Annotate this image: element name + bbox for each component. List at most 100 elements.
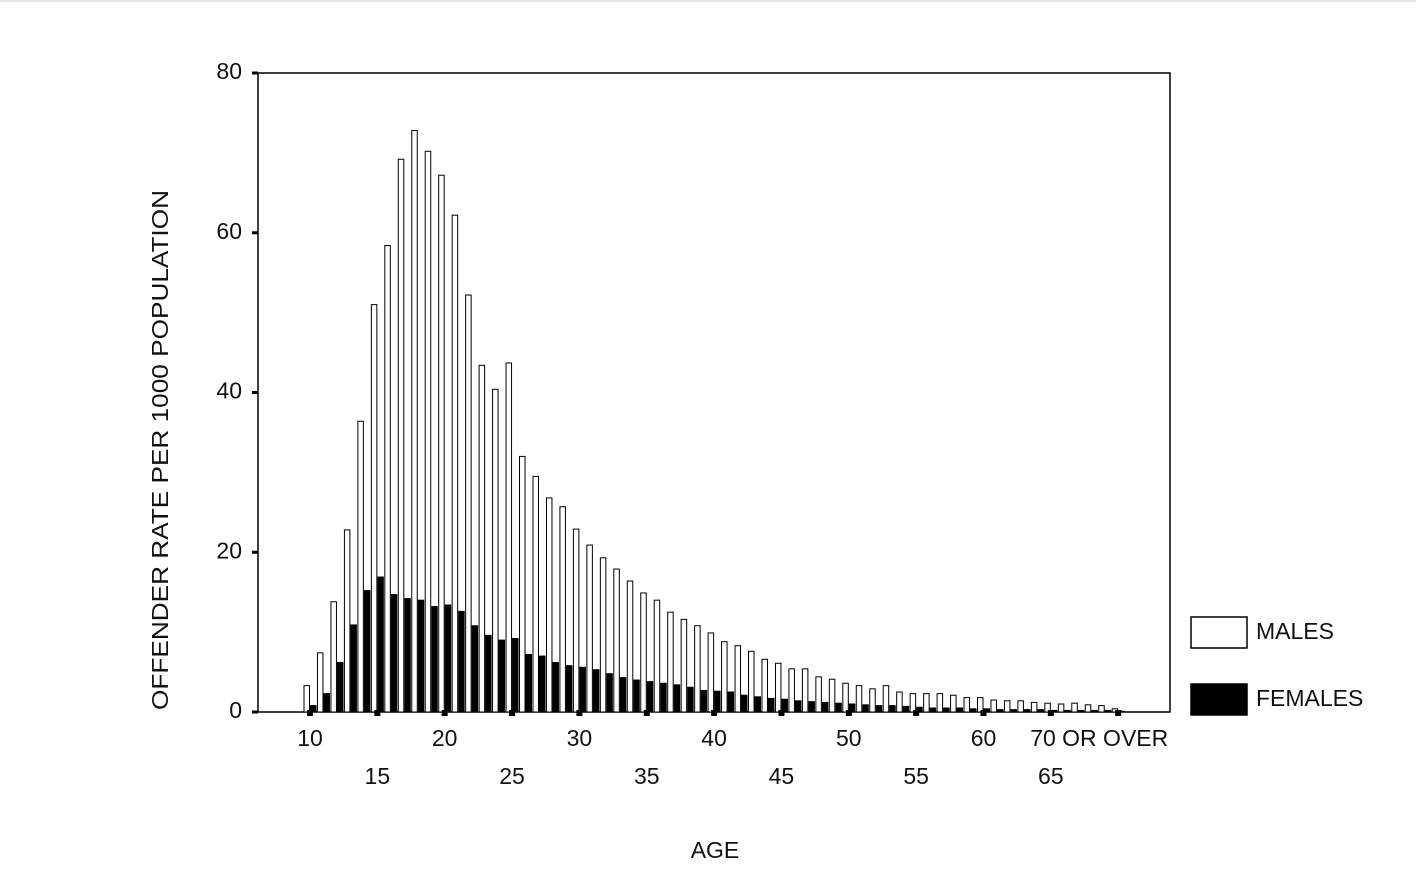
bar	[646, 681, 654, 713]
bar	[552, 661, 559, 713]
bar	[687, 686, 694, 713]
bar	[869, 688, 876, 713]
bar	[579, 666, 586, 713]
bar	[438, 174, 445, 713]
bar	[538, 655, 546, 713]
bar	[532, 475, 539, 713]
bar	[741, 694, 748, 713]
bar	[1084, 704, 1092, 713]
x-tick	[845, 710, 852, 716]
legend-swatch	[1190, 683, 1248, 716]
bar	[613, 568, 620, 713]
bar	[970, 708, 977, 713]
bar	[1037, 709, 1044, 713]
bar	[767, 697, 775, 713]
bar	[936, 693, 944, 713]
bar	[734, 645, 742, 713]
y-axis-label: OFFENDER RATE PER 1000 POPULATION	[147, 190, 173, 710]
bar	[667, 611, 674, 713]
bar	[310, 705, 317, 713]
bar	[633, 679, 640, 713]
x-tick-label: 50	[836, 725, 862, 751]
x-tick	[1115, 710, 1122, 716]
x-tick	[643, 710, 650, 716]
bar	[828, 678, 836, 713]
bar	[788, 668, 795, 713]
bar	[909, 693, 917, 713]
bar	[1030, 701, 1038, 713]
bar	[673, 684, 681, 713]
bar	[397, 158, 405, 713]
bar	[1017, 700, 1024, 713]
bar	[485, 634, 492, 713]
legend-label: FEMALES	[1256, 685, 1363, 711]
bar	[848, 703, 856, 713]
bar	[862, 704, 869, 713]
bar	[835, 702, 842, 713]
bar	[363, 590, 371, 713]
bar	[404, 598, 411, 713]
bar	[451, 214, 459, 713]
bar	[1098, 705, 1105, 713]
x-tick	[1047, 710, 1054, 716]
bar	[721, 641, 728, 713]
legend-label: MALES	[1256, 618, 1334, 644]
bar	[1071, 702, 1078, 713]
bar	[875, 705, 883, 713]
x-tick-label: 25	[499, 763, 525, 789]
bar	[889, 705, 896, 713]
bar	[377, 576, 384, 713]
bar	[794, 700, 802, 713]
bar	[640, 592, 647, 713]
bar	[512, 638, 519, 713]
bar	[956, 707, 964, 713]
bar	[653, 599, 661, 713]
bar	[330, 601, 337, 713]
bar	[619, 677, 627, 713]
bar	[902, 705, 910, 713]
x-tick-label: 70 OR OVER	[1030, 725, 1168, 751]
x-tick	[374, 710, 381, 716]
bar	[458, 610, 465, 713]
bar	[1064, 709, 1071, 713]
bar	[748, 650, 755, 713]
bar	[444, 604, 452, 713]
y-tick-label: 60	[216, 218, 242, 244]
bar	[855, 685, 863, 713]
bar	[1077, 709, 1085, 713]
bar	[357, 420, 364, 713]
bar	[896, 691, 903, 713]
bar	[384, 245, 391, 713]
y-tick-label: 80	[216, 58, 242, 84]
bar	[565, 665, 573, 713]
bar	[492, 388, 499, 713]
x-tick	[509, 710, 516, 716]
bar	[714, 690, 721, 713]
x-tick-label: 20	[432, 725, 458, 751]
bar	[1023, 709, 1031, 713]
bar	[882, 685, 890, 713]
bar	[390, 594, 398, 713]
bar	[821, 701, 829, 713]
x-tick	[441, 710, 448, 716]
bar	[727, 691, 735, 713]
x-tick-label: 45	[769, 763, 795, 789]
bar	[599, 557, 607, 713]
bar	[606, 673, 613, 713]
bar	[592, 669, 600, 713]
bar	[842, 682, 849, 713]
bar	[977, 697, 984, 713]
x-tick	[576, 710, 583, 716]
bar	[660, 682, 667, 713]
bar	[350, 624, 357, 713]
bar	[1003, 700, 1011, 713]
bar	[545, 497, 553, 713]
bar	[950, 694, 957, 713]
bar	[1044, 702, 1051, 713]
bar	[343, 529, 351, 713]
bar	[424, 150, 432, 713]
x-tick-label: 30	[567, 725, 593, 751]
bar	[1104, 709, 1112, 713]
x-tick-label: 65	[1038, 763, 1064, 789]
bar	[923, 693, 930, 713]
